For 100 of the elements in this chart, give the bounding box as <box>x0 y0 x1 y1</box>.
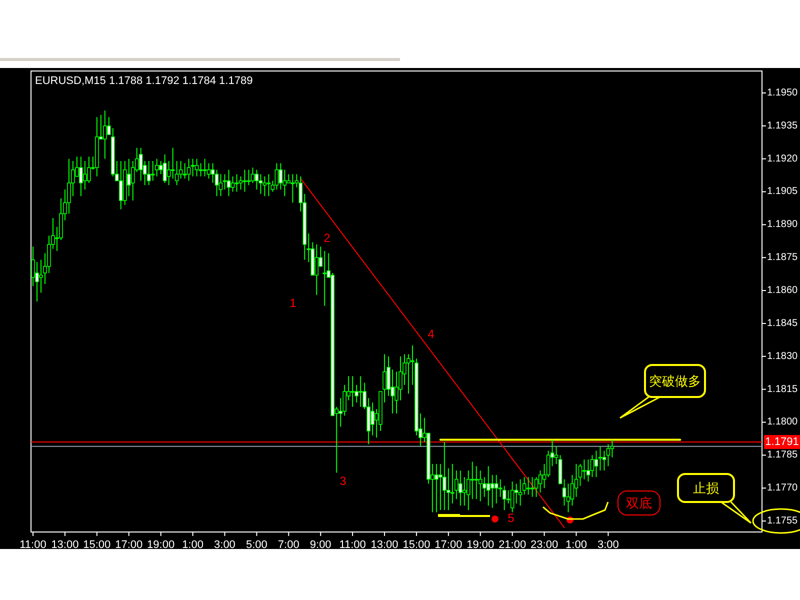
candlestick <box>194 158 199 177</box>
candlestick <box>434 463 438 513</box>
candlestick <box>126 158 131 197</box>
candlestick <box>282 169 287 197</box>
annotation: 突破做多 <box>649 374 701 388</box>
annotation: 止损 <box>693 480 719 496</box>
candlestick <box>530 476 534 498</box>
candlestick <box>586 459 590 482</box>
x-tick-label: 15:00 <box>402 539 430 551</box>
y-tick-label: 1.1830 <box>767 350 798 362</box>
candlestick <box>83 160 87 190</box>
candlestick <box>79 156 83 197</box>
candlestick <box>462 476 466 506</box>
candlestick <box>266 174 271 197</box>
annotation: 4 <box>428 327 435 341</box>
y-tick-label: 1.1770 <box>767 482 798 494</box>
candlestick <box>186 158 191 182</box>
annotation: 2 <box>324 231 331 245</box>
candlestick <box>258 174 263 194</box>
candlestick <box>103 110 107 160</box>
x-tick-label: 11:00 <box>20 539 46 551</box>
chart-title: EURUSD,M15 1.1788 1.1792 1.1784 1.1789 <box>35 75 253 87</box>
y-tick-label: 1.1815 <box>767 384 798 395</box>
candlestick <box>594 450 598 478</box>
candlestick <box>562 478 566 506</box>
candlestick <box>154 158 159 177</box>
candlestick <box>234 174 239 192</box>
y-tick-label: 1.1755 <box>767 516 798 527</box>
candlestick <box>566 483 570 513</box>
y-tick-label: 1.1785 <box>767 450 798 461</box>
candlestick <box>478 470 482 502</box>
candlestick <box>526 476 530 496</box>
y-tick-label: 1.1935 <box>767 120 798 132</box>
y-tick-label: 1.1890 <box>767 219 798 230</box>
candlestick <box>206 162 211 180</box>
candlestick <box>202 158 207 177</box>
candlestick <box>138 147 143 182</box>
annotation: 3 <box>340 474 347 488</box>
x-tick-label: 13:00 <box>51 539 79 551</box>
candlestick <box>314 244 319 296</box>
candlestick <box>290 174 295 204</box>
candlestick <box>494 474 498 504</box>
x-tick-label: 23:00 <box>530 539 558 551</box>
candlestick <box>262 176 267 197</box>
x-tick-label: 19:00 <box>466 539 494 551</box>
candlestick <box>598 446 602 472</box>
candlestick <box>606 444 610 467</box>
y-tick-label: 1.1920 <box>767 153 798 164</box>
candlestick <box>358 376 362 408</box>
candlestick <box>538 470 542 493</box>
x-tick-label: 21:00 <box>498 539 526 551</box>
candlestick <box>182 162 187 180</box>
candlestick <box>198 162 203 177</box>
candlestick <box>118 160 123 210</box>
x-tick-label: 3:00 <box>598 539 619 551</box>
candlestick <box>230 176 235 192</box>
candlestick <box>370 402 374 436</box>
candlestick <box>534 476 538 498</box>
candlestick <box>590 454 594 478</box>
candlestick <box>190 158 195 177</box>
candlestick <box>510 481 514 513</box>
candlestick <box>470 461 474 500</box>
y-tick-label: 1.1845 <box>767 318 798 329</box>
x-tick-label: 1:00 <box>182 539 204 551</box>
x-tick-label: 17:00 <box>434 539 462 551</box>
x-tick-label: 15:00 <box>83 539 111 551</box>
candlestick <box>218 174 223 197</box>
candlestick <box>274 162 279 190</box>
candlestick <box>486 466 490 506</box>
y-tick-label: 1.1800 <box>767 416 798 428</box>
candlestick <box>442 441 446 511</box>
x-tick-label: 7:00 <box>278 539 300 551</box>
y-tick-label: 1.1950 <box>767 87 798 98</box>
candlestick <box>150 160 155 182</box>
candlestick <box>162 154 167 184</box>
y-tick-label: 1.1860 <box>767 285 798 296</box>
candlestick <box>242 169 247 192</box>
annotation: 5 <box>508 511 515 525</box>
x-tick-label: 3:00 <box>214 539 236 551</box>
y-tick-label: 1.1875 <box>767 252 798 264</box>
candlestick <box>246 169 251 186</box>
candlestick <box>222 174 227 190</box>
x-tick-label: 11:00 <box>339 539 366 551</box>
candlestick <box>518 478 522 506</box>
candlestick <box>610 439 614 458</box>
candlestick <box>322 250 326 306</box>
annotation: 1 <box>290 296 297 310</box>
x-tick-label: 13:00 <box>370 539 398 551</box>
candlestick <box>458 470 462 506</box>
candlestick <box>490 474 494 508</box>
x-tick-label: 9:00 <box>310 539 332 551</box>
x-tick-label: 1:00 <box>566 539 587 551</box>
x-tick-label: 17:00 <box>115 539 143 551</box>
x-tick-label: 19:00 <box>147 539 175 551</box>
candlestick <box>166 160 171 186</box>
candlestick <box>350 376 354 408</box>
y-tick-label: 1.1905 <box>767 186 798 198</box>
candlestick <box>474 466 478 500</box>
ref-line-label: 1.1791 <box>765 436 799 448</box>
candlestick <box>582 459 586 480</box>
